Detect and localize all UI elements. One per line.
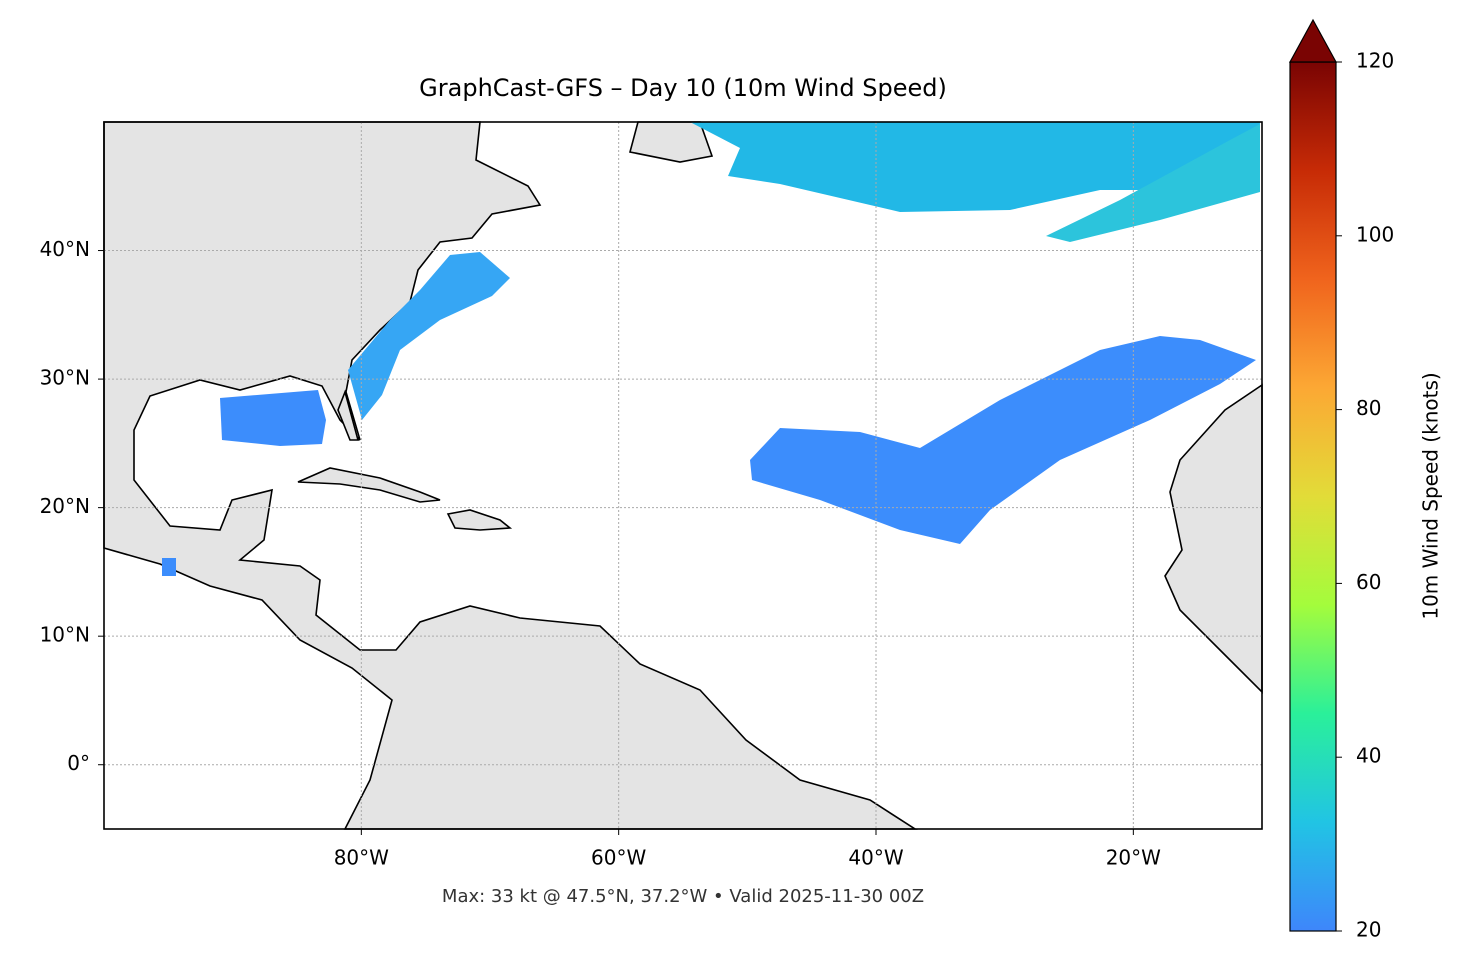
map-frame [103,121,1263,830]
colorbar-label: 10m Wind Speed (knots) [1419,372,1443,619]
x-tick-label: 80°W [334,846,389,870]
colorbar-extend [1288,18,1338,63]
wind-pacific [162,558,176,576]
south-florida [337,389,360,441]
hispaniola [446,509,513,531]
colorbar-tick-label: 80 [1356,396,1381,420]
y-tick-label: 20°N [40,494,90,518]
x-tick-label: 40°W [848,846,903,870]
x-tick-label: 20°W [1106,846,1161,870]
y-tick-label: 40°N [40,237,90,261]
wind-north [690,122,1260,212]
colorbar-tick-label: 20 [1356,918,1381,942]
map-area [103,121,1263,830]
africa [1164,383,1263,694]
wind-us-coast [348,252,510,420]
colorbar-tick-label: 60 [1356,570,1381,594]
wind-northeast [1046,124,1260,242]
colorbar-tick-label: 120 [1356,49,1394,73]
annotation: Max: 33 kt @ 47.5°N, 37.2°W • Valid 2025… [442,886,924,907]
colorbar [1289,61,1337,932]
colorbar-tick-label: 40 [1356,744,1381,768]
wind-gulf [220,390,326,446]
y-tick-label: 30°N [40,366,90,390]
colorbar-tick-label: 100 [1356,222,1394,246]
cuba [297,467,441,503]
y-tick-label: 10°N [40,623,90,647]
x-tick-label: 60°W [591,846,646,870]
chart-title: GraphCast-GFS – Day 10 (10m Wind Speed) [419,74,947,102]
y-tick-label: 0° [67,751,90,775]
americas [103,121,918,830]
